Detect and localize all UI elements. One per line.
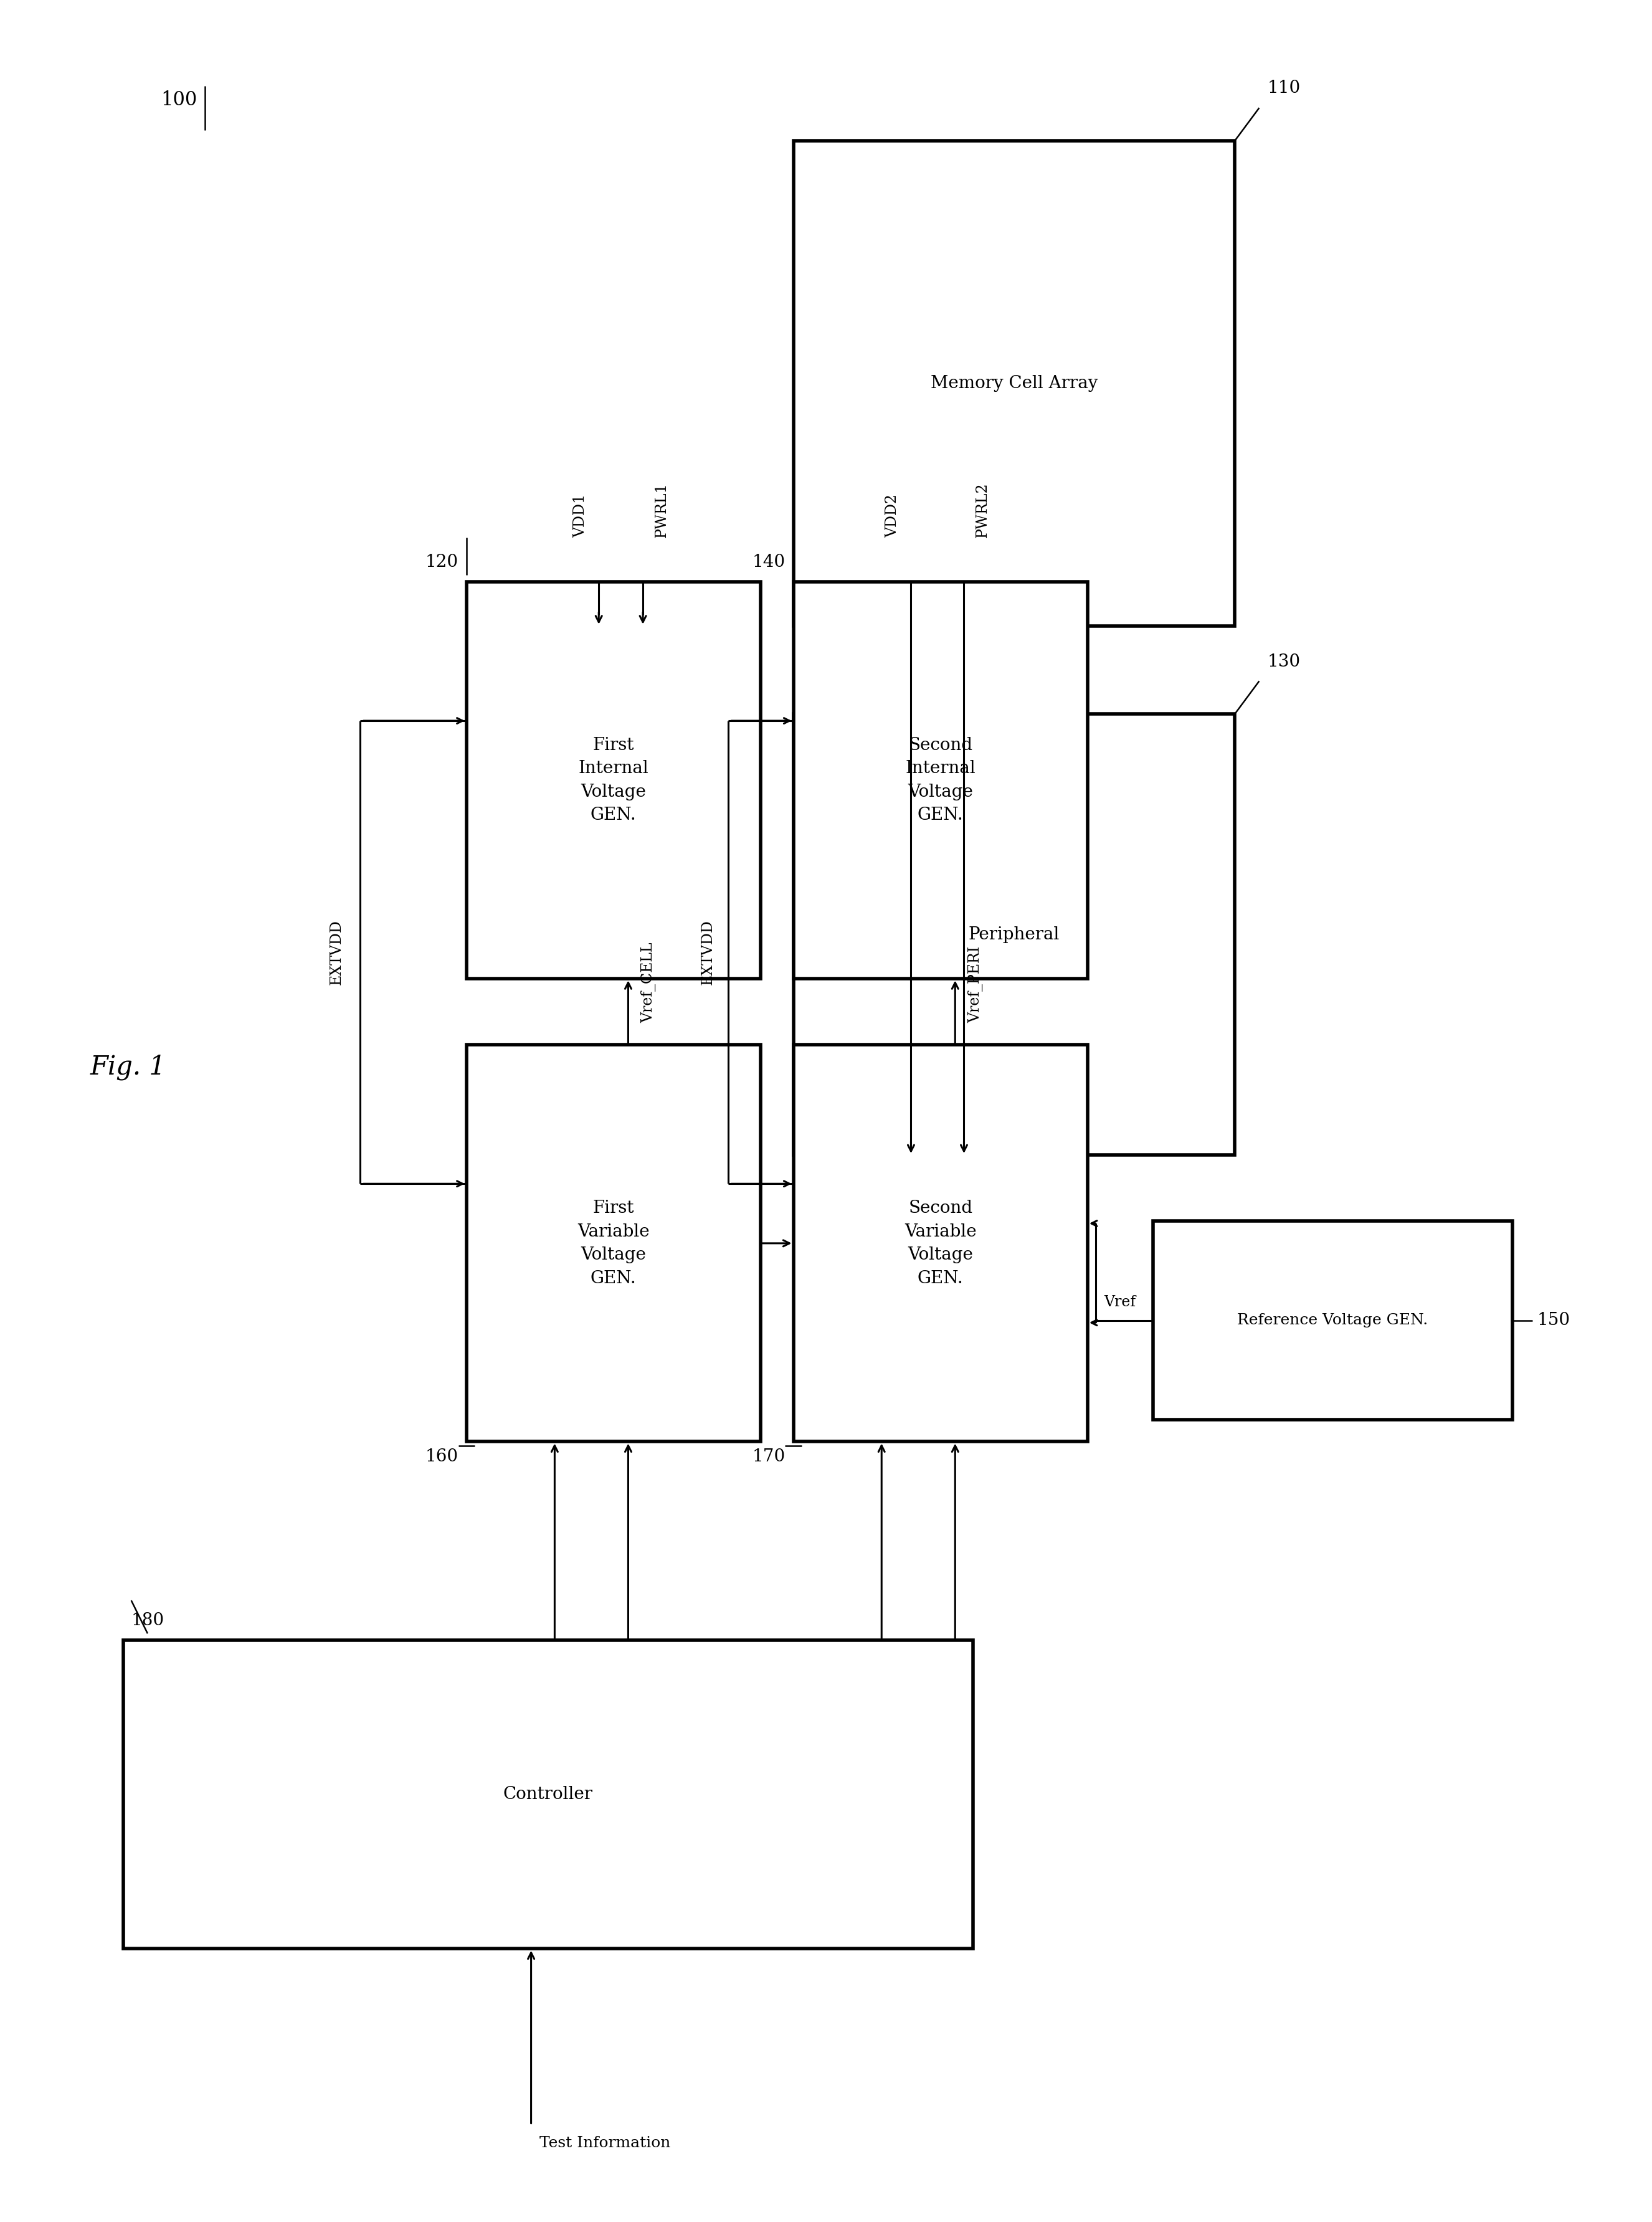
Text: Reference Voltage GEN.: Reference Voltage GEN. <box>1237 1313 1427 1327</box>
Text: PWRL2: PWRL2 <box>975 482 990 538</box>
Text: VDD1: VDD1 <box>573 493 588 538</box>
Text: First
Internal
Voltage
GEN.: First Internal Voltage GEN. <box>578 738 649 824</box>
Text: PWRL1: PWRL1 <box>654 482 669 538</box>
Bar <box>793 1044 1087 1442</box>
Text: 110: 110 <box>1267 80 1300 98</box>
Text: Vref: Vref <box>1104 1295 1135 1309</box>
Bar <box>124 1640 973 1949</box>
Text: Peripheral: Peripheral <box>968 927 1059 942</box>
Text: Vref_CELL: Vref_CELL <box>641 942 656 1022</box>
Text: 160: 160 <box>425 1449 458 1464</box>
Bar <box>793 713 1234 1155</box>
Bar <box>466 582 760 978</box>
Text: EXTVDD: EXTVDD <box>329 920 344 984</box>
Text: Test Information: Test Information <box>539 2135 671 2151</box>
Bar <box>466 1044 760 1442</box>
Text: Fig. 1: Fig. 1 <box>91 1053 167 1080</box>
Text: Second
Internal
Voltage
GEN.: Second Internal Voltage GEN. <box>905 738 976 824</box>
Text: 150: 150 <box>1536 1311 1569 1329</box>
Text: 130: 130 <box>1267 653 1300 671</box>
Text: First
Variable
Voltage
GEN.: First Variable Voltage GEN. <box>578 1200 649 1287</box>
Text: 170: 170 <box>752 1449 785 1464</box>
Text: VDD2: VDD2 <box>885 493 900 538</box>
Text: 140: 140 <box>752 553 785 571</box>
Bar <box>793 582 1087 978</box>
Bar <box>1153 1222 1513 1420</box>
Text: Second
Variable
Voltage
GEN.: Second Variable Voltage GEN. <box>904 1200 976 1287</box>
Text: Memory Cell Array: Memory Cell Array <box>930 376 1097 391</box>
Text: Controller: Controller <box>504 1786 593 1802</box>
Text: EXTVDD: EXTVDD <box>700 920 715 984</box>
Text: Vref_PERI: Vref_PERI <box>968 947 983 1022</box>
Text: 180: 180 <box>131 1613 164 1629</box>
Text: 120: 120 <box>425 553 458 571</box>
Bar <box>793 140 1234 627</box>
Text: 100: 100 <box>160 91 197 109</box>
